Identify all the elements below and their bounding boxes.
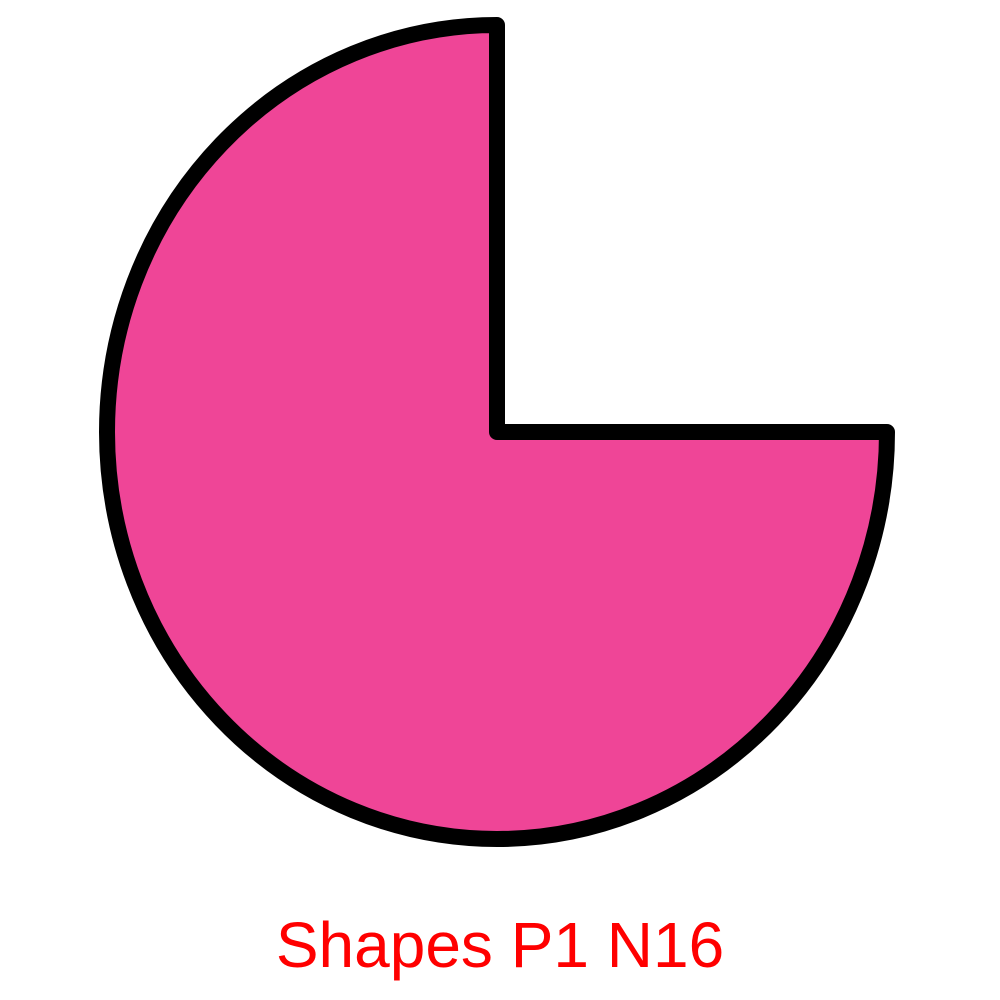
- shape-caption: Shapes P1 N16: [275, 909, 725, 981]
- three-quarter-circle-shape: [99, 17, 895, 847]
